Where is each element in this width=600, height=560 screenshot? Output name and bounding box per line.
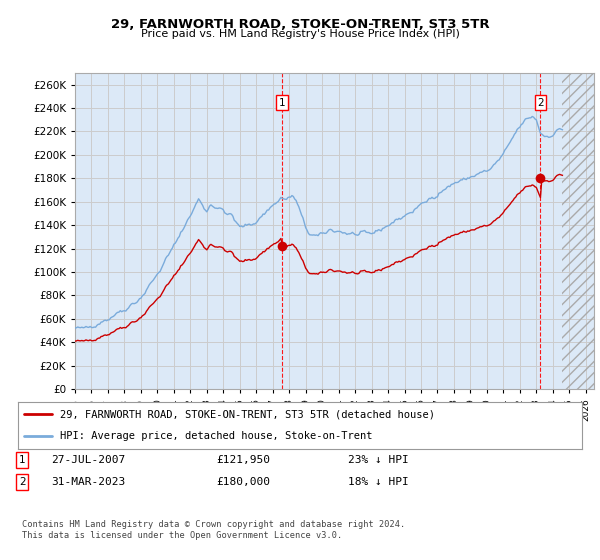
Text: 31-MAR-2023: 31-MAR-2023: [51, 477, 125, 487]
Text: 27-JUL-2007: 27-JUL-2007: [51, 455, 125, 465]
Bar: [562, 73, 594, 389]
Text: 18% ↓ HPI: 18% ↓ HPI: [348, 477, 409, 487]
Text: Contains HM Land Registry data © Crown copyright and database right 2024.
This d: Contains HM Land Registry data © Crown c…: [22, 520, 406, 540]
Text: 1: 1: [279, 98, 286, 108]
Text: 23% ↓ HPI: 23% ↓ HPI: [348, 455, 409, 465]
Text: 2: 2: [19, 477, 26, 487]
Text: 1: 1: [19, 455, 26, 465]
Text: 2: 2: [537, 98, 544, 108]
Text: 29, FARNWORTH ROAD, STOKE-ON-TRENT, ST3 5TR: 29, FARNWORTH ROAD, STOKE-ON-TRENT, ST3 …: [110, 18, 490, 31]
Text: HPI: Average price, detached house, Stoke-on-Trent: HPI: Average price, detached house, Stok…: [60, 431, 373, 441]
Text: Price paid vs. HM Land Registry's House Price Index (HPI): Price paid vs. HM Land Registry's House …: [140, 29, 460, 39]
Text: £180,000: £180,000: [216, 477, 270, 487]
Text: 29, FARNWORTH ROAD, STOKE-ON-TRENT, ST3 5TR (detached house): 29, FARNWORTH ROAD, STOKE-ON-TRENT, ST3 …: [60, 409, 436, 419]
Text: £121,950: £121,950: [216, 455, 270, 465]
